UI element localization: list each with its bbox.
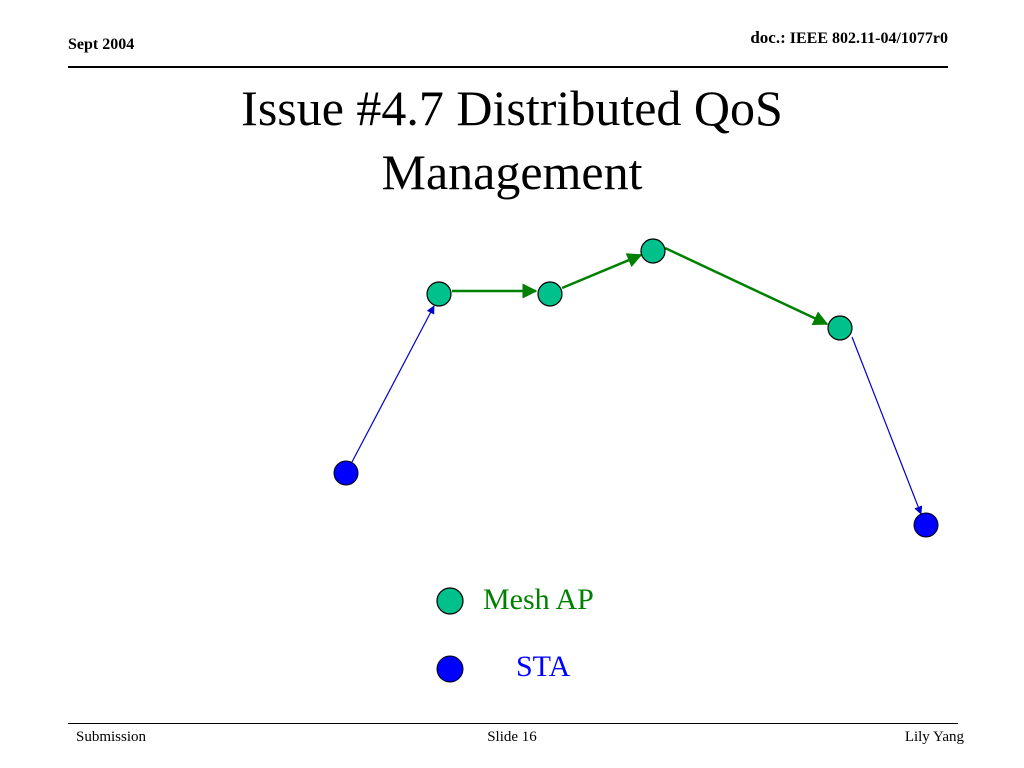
slide-title: Issue #4.7 Distributed QoS Management: [0, 76, 1024, 204]
header-doc-id: doc.: IEEE 802.11-04/1077r0: [750, 28, 948, 48]
doc-label: doc.:: [750, 28, 786, 47]
slide-title-line-2: Management: [381, 144, 643, 200]
footer-submission: Submission: [76, 729, 147, 745]
mesh-ap-node-2: [537, 281, 563, 307]
header-date: Sept 2004: [68, 36, 135, 53]
sta-node-2: [913, 512, 939, 538]
link-meshap4-to-sta2: [851, 336, 923, 515]
mesh-ap-node-4: [827, 315, 853, 341]
legend-mesh-ap-marker: [436, 587, 464, 615]
mesh-ap-node-3: [640, 238, 666, 264]
header-rule: [68, 66, 948, 68]
footer-author: Lily Yang: [904, 729, 964, 745]
link-sta1-to-meshap1: [351, 305, 435, 463]
sta-node-1: [333, 460, 359, 486]
footer-slide-number: Slide 16: [487, 729, 537, 745]
legend-mesh-ap-label: Mesh AP: [483, 583, 594, 616]
mesh-ap-node-1: [426, 281, 452, 307]
legend-sta-marker: [436, 655, 464, 683]
link-meshap2-to-meshap3: [561, 253, 643, 290]
slide-title-line-1: Issue #4.7 Distributed QoS: [241, 80, 783, 136]
link-meshap3-to-meshap4: [664, 246, 829, 326]
doc-number: IEEE 802.11-04/1077r0: [789, 30, 948, 47]
legend-sta-label: STA: [516, 650, 571, 683]
footer-rule: [68, 723, 958, 724]
